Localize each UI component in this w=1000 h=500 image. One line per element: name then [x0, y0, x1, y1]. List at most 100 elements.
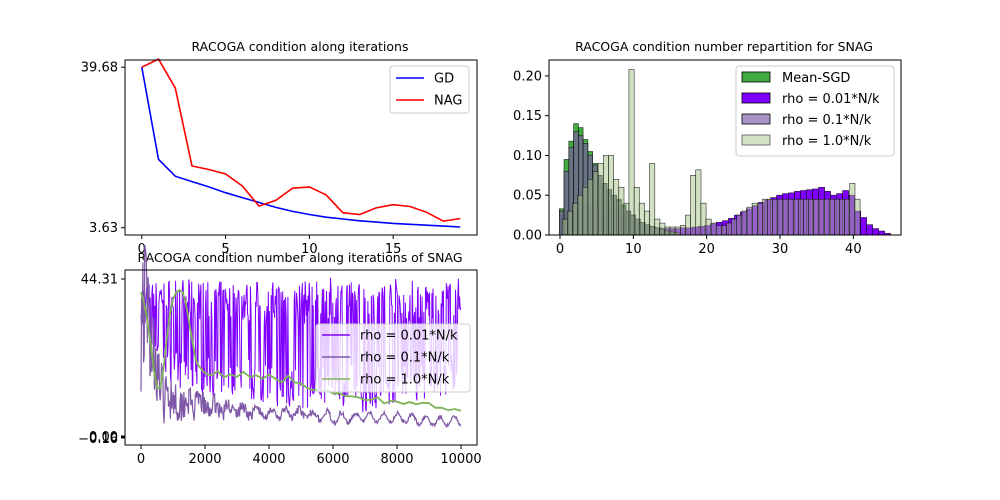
histogram-bar: [679, 225, 686, 236]
histogram-bar: [602, 155, 609, 236]
x-tick-label: 0: [137, 452, 145, 467]
histogram-bar: [777, 198, 784, 236]
histogram-bar: [674, 226, 681, 236]
histogram-bar: [572, 202, 579, 236]
legend-label-rho-001: rho = 0.01*N/k: [360, 329, 458, 344]
histogram-bar: [618, 187, 625, 236]
legend-box: [315, 323, 471, 393]
y-tick-label: 3.63: [89, 221, 118, 236]
y-tick-label: 0.15: [513, 109, 542, 124]
legend-swatch-rho-1: [741, 134, 771, 146]
histogram-bar: [746, 206, 753, 236]
y-tick-label: 0.10: [513, 149, 542, 164]
legend-label-mean-sgd: Mean-SGD: [782, 71, 850, 86]
histogram-bar: [787, 198, 794, 236]
histogram-bar: [592, 171, 599, 236]
histogram-bar: [597, 163, 604, 236]
legend-box: [735, 65, 895, 157]
histogram-bar: [561, 218, 568, 236]
x-tick-label: 8000: [380, 452, 413, 467]
legend-label-rho-01: rho = 0.1*N/k: [360, 351, 450, 366]
histogram-bar: [664, 226, 671, 236]
histogram-bar: [828, 198, 835, 236]
histogram-bar: [833, 198, 840, 236]
x-tick-label: 10000: [440, 452, 481, 467]
histogram-bar: [695, 169, 702, 236]
x-tick-label: 10: [301, 242, 318, 257]
histogram-bar: [587, 179, 594, 236]
histogram-bar: [839, 198, 846, 236]
legend: Mean-SGD rho = 0.01*N/k rho = 0.1*N/k rh…: [735, 65, 895, 157]
histogram-bar: [792, 198, 799, 236]
axes-frame: [124, 269, 478, 446]
legend-label-gd: GD: [434, 72, 454, 87]
histogram-bar: [844, 198, 851, 236]
histogram-bar: [808, 198, 815, 236]
histogram-bar: [797, 198, 804, 236]
histogram-bar: [705, 218, 712, 236]
histogram-bar: [608, 155, 615, 236]
chart-title: RACOGA condition along iterations: [192, 39, 409, 54]
histogram-bar: [756, 202, 763, 236]
histogram-bar: [736, 214, 743, 236]
x-tick-label: 10: [625, 242, 642, 257]
histogram-bar: [731, 218, 738, 236]
x-tick-label: 0: [138, 242, 146, 257]
legend-label-rho-1: rho = 1.0*N/k: [360, 373, 450, 388]
histogram-bar: [762, 198, 769, 236]
histogram-bar: [669, 226, 676, 236]
x-tick-label: 4000: [252, 452, 285, 467]
axes-frame: [124, 59, 478, 236]
histogram-bar: [715, 225, 722, 236]
legend: rho = 0.01*N/k rho = 0.1*N/k rho = 1.0*N…: [315, 323, 471, 393]
histogram-bar: [613, 179, 620, 236]
tick-layer: 0 10 20 30 40 0.00 0.05 0.10 0.15 0.20: [513, 69, 862, 257]
histogram-bar: [700, 202, 707, 236]
panel-racoga-gd-nag: RACOGA condition along iterations 0 5 10 15…: [81, 39, 478, 257]
legend-label-nag: NAG: [434, 94, 462, 109]
histogram-bar: [878, 230, 886, 236]
legend-swatch-rho-001: [741, 92, 771, 104]
series-line-rho-01: [140, 245, 462, 428]
x-tick-label: 15: [385, 242, 402, 257]
histogram-bar: [803, 198, 810, 236]
histogram-bar: [654, 218, 661, 236]
histogram-bar: [690, 175, 697, 236]
histogram-bar: [767, 198, 774, 236]
histogram-bar: [638, 202, 645, 236]
histogram-bar: [720, 225, 727, 236]
chart-title: RACOGA condition number along iterations…: [137, 250, 462, 265]
y-tick-label: 0.10: [89, 431, 118, 446]
x-tick-label: 6000: [316, 452, 349, 467]
histogram-bar: [726, 222, 733, 236]
legend-label-rho-1: rho = 1.0*N/k: [782, 134, 872, 149]
x-tick-label: 5: [221, 242, 229, 257]
legend-label-rho-001: rho = 0.01*N/k: [782, 92, 880, 107]
plot-area: [141, 58, 461, 228]
x-tick-label: 40: [845, 242, 862, 257]
panel-histogram-snag: RACOGA condition number repartition for …: [513, 39, 902, 257]
histogram-bar: [582, 187, 589, 236]
histogram-bar: [813, 198, 820, 236]
series-line-gd: [141, 67, 461, 228]
histogram-bar: [628, 69, 635, 236]
histogram-bar: [751, 202, 758, 236]
y-tick-label: 0.00: [513, 229, 542, 244]
histogram-bar: [710, 222, 717, 236]
histogram-bar: [772, 198, 779, 236]
axes-frame: [548, 59, 902, 236]
histogram-bar: [649, 163, 656, 236]
x-tick-label: 30: [772, 242, 789, 257]
histogram-bar: [643, 210, 650, 236]
legend-swatch-rho-01: [741, 113, 771, 125]
series-line-nag: [141, 58, 461, 223]
histogram-bar: [659, 222, 666, 236]
histogram-bar: [566, 210, 573, 236]
tick-layer: 0 2000 4000 6000 8000 10000 44.31 0.000.10−0.16: [78, 273, 482, 468]
histogram-bar: [854, 198, 861, 236]
histogram-bar: [823, 198, 830, 236]
histogram-bar: [685, 214, 692, 236]
y-tick-label: −0.16: [78, 432, 118, 447]
x-tick-label: 0: [556, 242, 564, 257]
